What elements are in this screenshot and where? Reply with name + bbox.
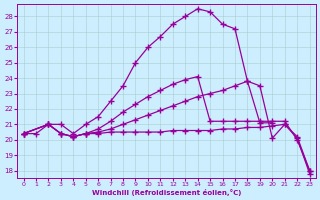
X-axis label: Windchill (Refroidissement éolien,°C): Windchill (Refroidissement éolien,°C) (92, 189, 241, 196)
